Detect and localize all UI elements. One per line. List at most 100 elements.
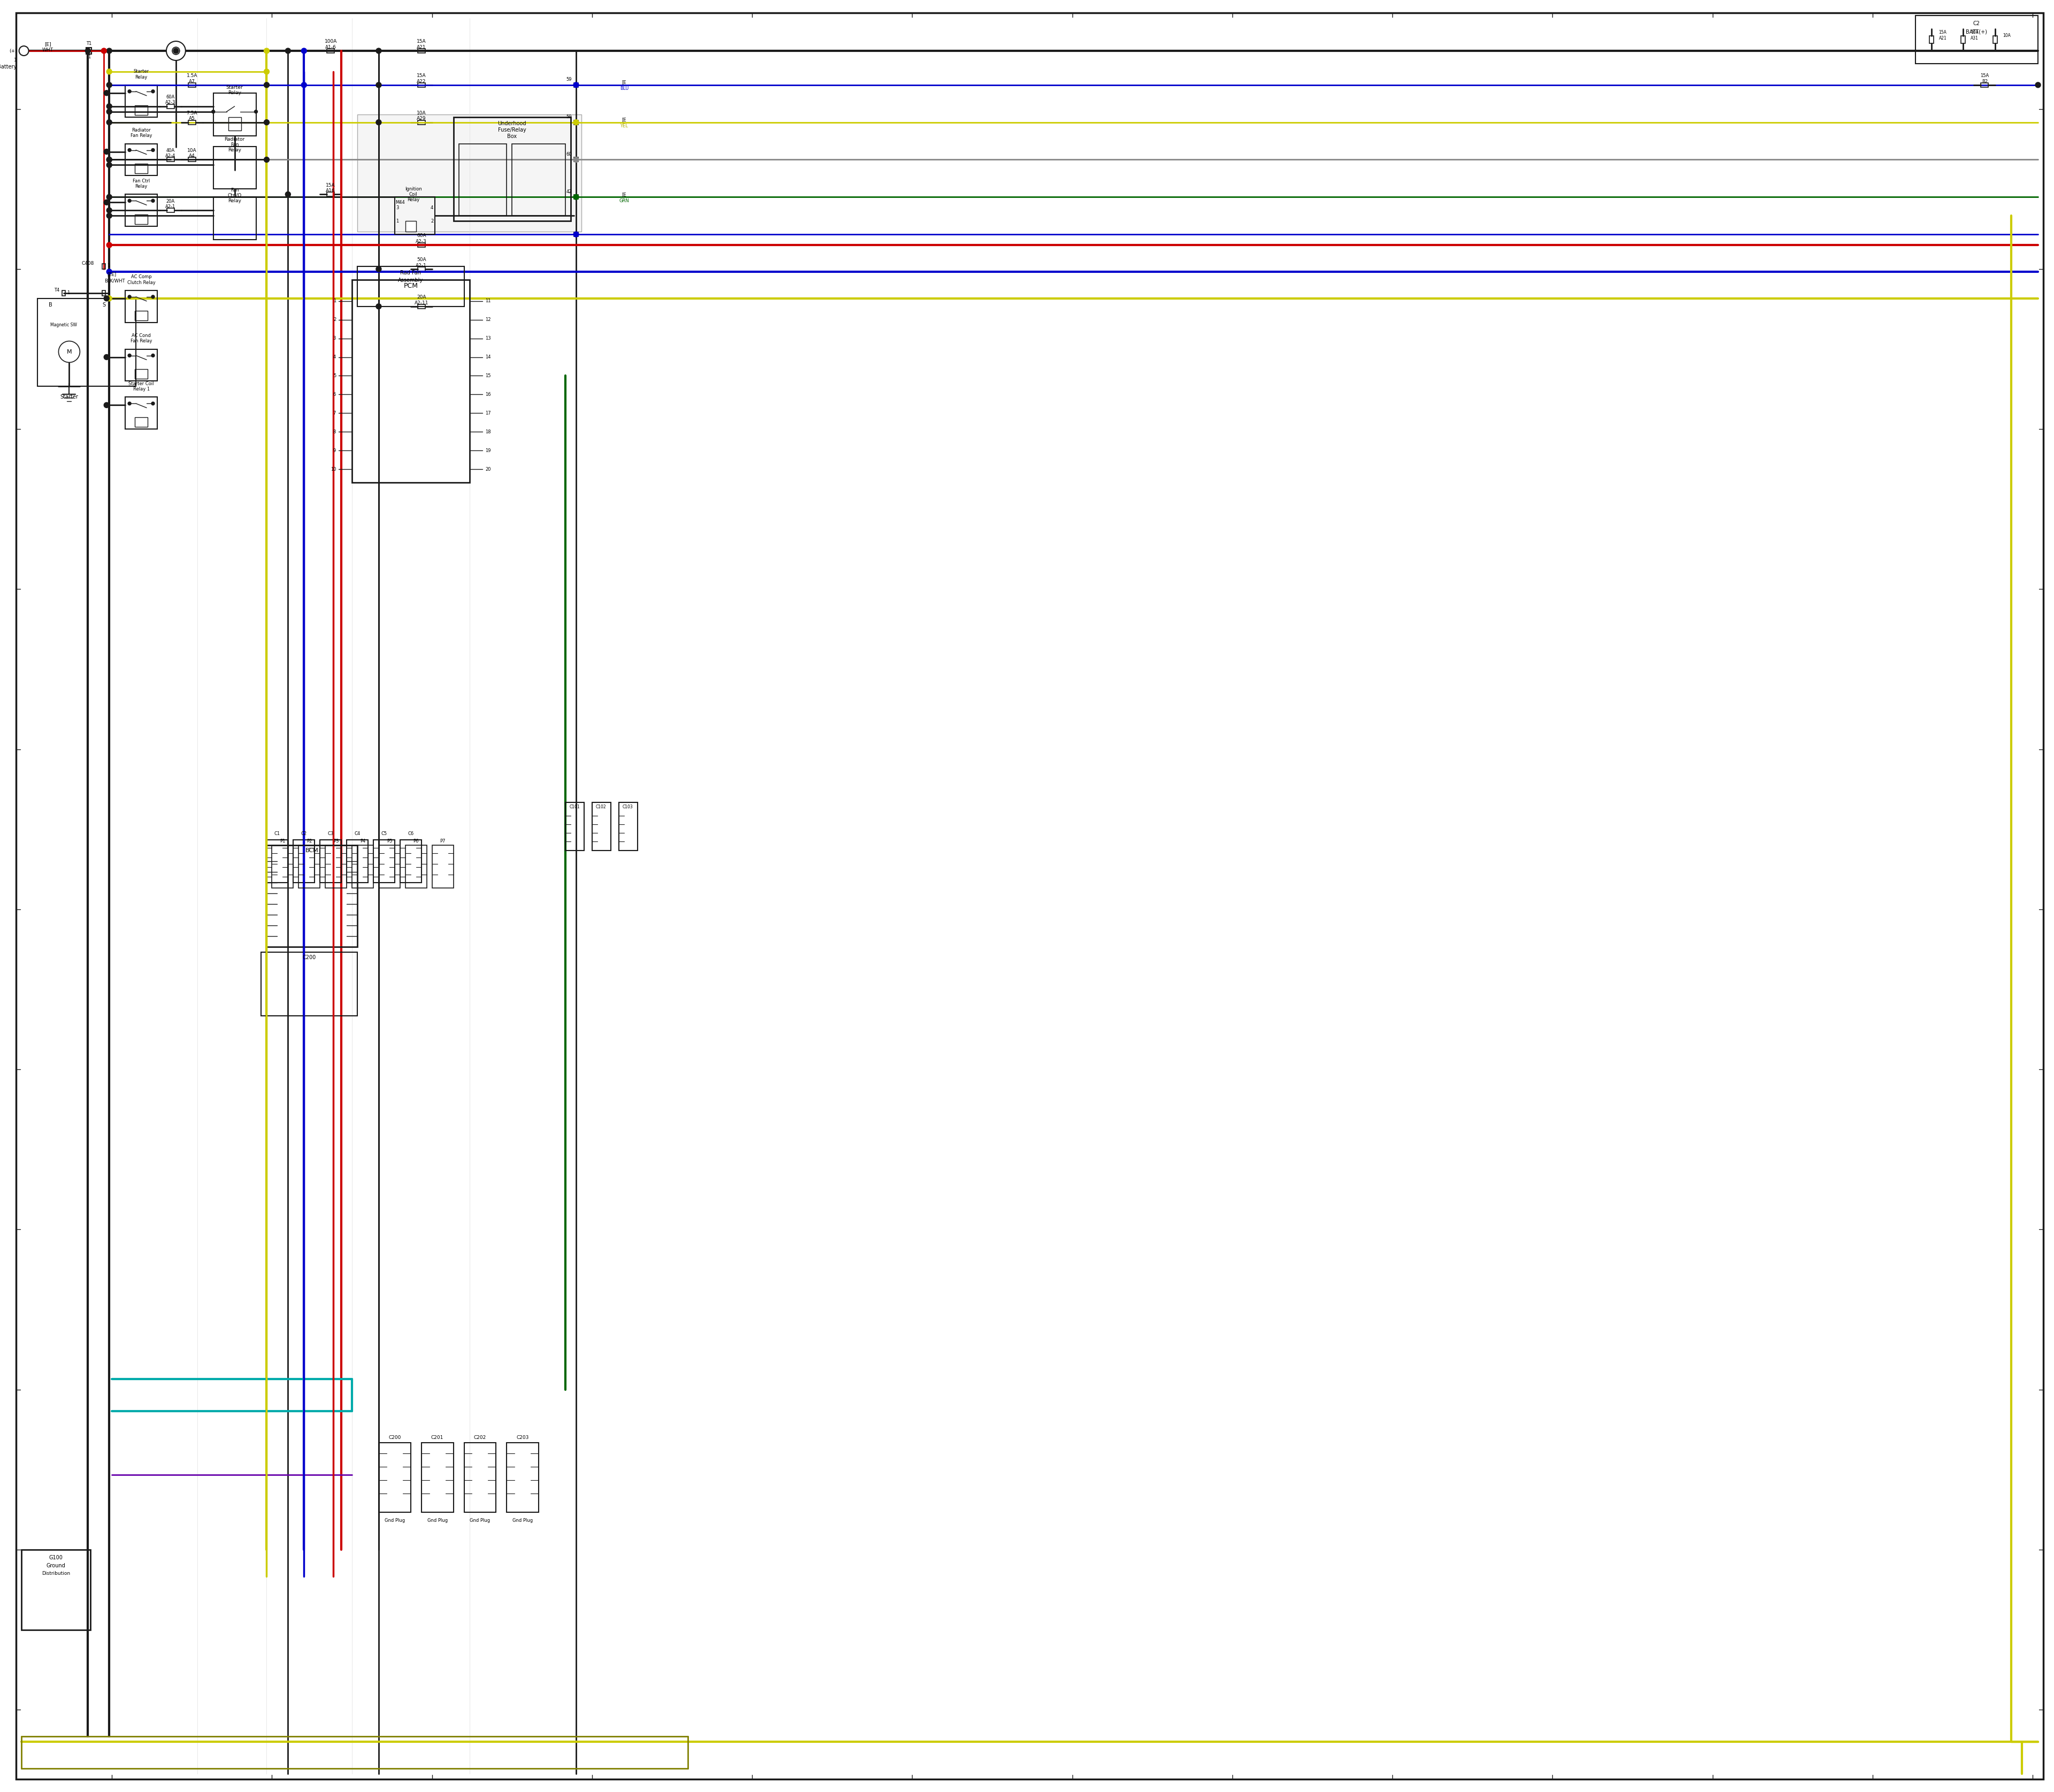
Text: Box: Box xyxy=(507,134,518,138)
Text: P6: P6 xyxy=(413,839,419,844)
Text: 16: 16 xyxy=(485,392,491,396)
Text: Starter: Starter xyxy=(60,394,78,400)
Text: C2: C2 xyxy=(1974,22,1980,27)
Text: Relay: Relay xyxy=(228,91,240,95)
Text: C200: C200 xyxy=(388,1435,401,1441)
Text: 17: 17 xyxy=(485,410,491,416)
Circle shape xyxy=(376,120,382,125)
Bar xyxy=(261,952,357,1016)
Bar xyxy=(294,840,314,883)
Bar xyxy=(189,82,195,88)
Text: Radiator: Radiator xyxy=(224,136,244,142)
Bar xyxy=(458,143,507,215)
Bar xyxy=(421,1443,454,1512)
Text: YEL: YEL xyxy=(620,124,629,129)
Circle shape xyxy=(127,353,131,357)
Text: 13: 13 xyxy=(485,337,491,340)
Bar xyxy=(125,194,158,226)
Text: 10A
A31: 10A A31 xyxy=(1970,30,1978,41)
Text: [E: [E xyxy=(622,81,626,84)
Circle shape xyxy=(573,82,579,88)
Text: BATT(+): BATT(+) xyxy=(1966,29,1988,34)
Text: T1: T1 xyxy=(86,41,92,47)
Bar xyxy=(464,1443,497,1512)
Bar xyxy=(1980,82,1988,88)
Bar xyxy=(166,208,175,213)
Text: WHT: WHT xyxy=(43,47,53,52)
Text: 10A
A29: 10A A29 xyxy=(417,111,425,122)
Bar xyxy=(394,197,435,235)
Circle shape xyxy=(376,82,382,88)
Text: 60A
A2-3: 60A A2-3 xyxy=(166,95,177,106)
Circle shape xyxy=(107,269,111,274)
Text: 50A
A2-1: 50A A2-1 xyxy=(415,258,427,267)
Text: S: S xyxy=(103,303,105,308)
Bar xyxy=(417,267,425,271)
Text: (+): (+) xyxy=(8,48,16,54)
Text: 7: 7 xyxy=(333,410,337,416)
Circle shape xyxy=(127,401,131,405)
Text: 3: 3 xyxy=(333,337,337,340)
Text: C5: C5 xyxy=(382,831,386,837)
Circle shape xyxy=(127,149,131,152)
Bar xyxy=(214,197,257,240)
Text: 15A
B2: 15A B2 xyxy=(1980,73,1988,84)
Circle shape xyxy=(105,403,109,409)
Bar xyxy=(189,158,195,161)
Circle shape xyxy=(286,48,290,54)
Bar xyxy=(267,846,357,946)
Text: C6: C6 xyxy=(407,831,413,837)
Circle shape xyxy=(107,158,111,163)
Bar xyxy=(573,158,579,161)
Text: Starter Coil
Relay 1: Starter Coil Relay 1 xyxy=(129,382,154,392)
Circle shape xyxy=(60,340,80,362)
Circle shape xyxy=(107,104,111,109)
Text: PCM: PCM xyxy=(403,283,417,290)
Circle shape xyxy=(127,90,131,93)
Bar xyxy=(298,846,320,889)
Bar xyxy=(166,158,175,161)
Circle shape xyxy=(127,296,131,299)
Bar xyxy=(573,233,579,237)
Text: C408: C408 xyxy=(82,262,94,267)
Text: P4: P4 xyxy=(359,839,366,844)
Text: Distribution: Distribution xyxy=(41,1572,70,1575)
Circle shape xyxy=(105,199,109,204)
Circle shape xyxy=(152,90,154,93)
Circle shape xyxy=(152,149,154,152)
Circle shape xyxy=(152,199,154,202)
Circle shape xyxy=(127,199,131,202)
Bar xyxy=(125,290,158,323)
Text: 60A
A2-3: 60A A2-3 xyxy=(415,233,427,244)
Bar xyxy=(351,846,374,889)
Bar xyxy=(214,147,257,188)
Bar xyxy=(573,195,579,199)
Bar xyxy=(565,803,583,851)
Bar xyxy=(507,1443,538,1512)
Text: Ground: Ground xyxy=(47,1563,66,1568)
Bar xyxy=(1962,36,1966,43)
Bar xyxy=(125,84,158,116)
Bar xyxy=(320,840,341,883)
Text: P5: P5 xyxy=(386,839,392,844)
Text: Relay: Relay xyxy=(407,197,419,202)
Circle shape xyxy=(107,194,111,199)
Text: 20A
A2-11: 20A A2-11 xyxy=(415,296,429,305)
Text: 4: 4 xyxy=(333,355,337,360)
Text: M44: M44 xyxy=(394,201,405,204)
Circle shape xyxy=(107,109,111,115)
Bar xyxy=(417,305,425,308)
Bar xyxy=(417,82,425,88)
Text: 60: 60 xyxy=(567,152,571,156)
Bar xyxy=(417,120,425,124)
Text: 1: 1 xyxy=(66,290,70,296)
Text: Starter: Starter xyxy=(226,86,242,90)
Text: 1: 1 xyxy=(107,263,109,269)
Circle shape xyxy=(173,47,179,54)
Text: C3: C3 xyxy=(329,831,333,837)
Text: 8: 8 xyxy=(333,430,337,434)
Text: 15A
A21: 15A A21 xyxy=(417,39,425,50)
Bar xyxy=(271,846,294,889)
Circle shape xyxy=(265,68,269,73)
Circle shape xyxy=(107,158,111,163)
